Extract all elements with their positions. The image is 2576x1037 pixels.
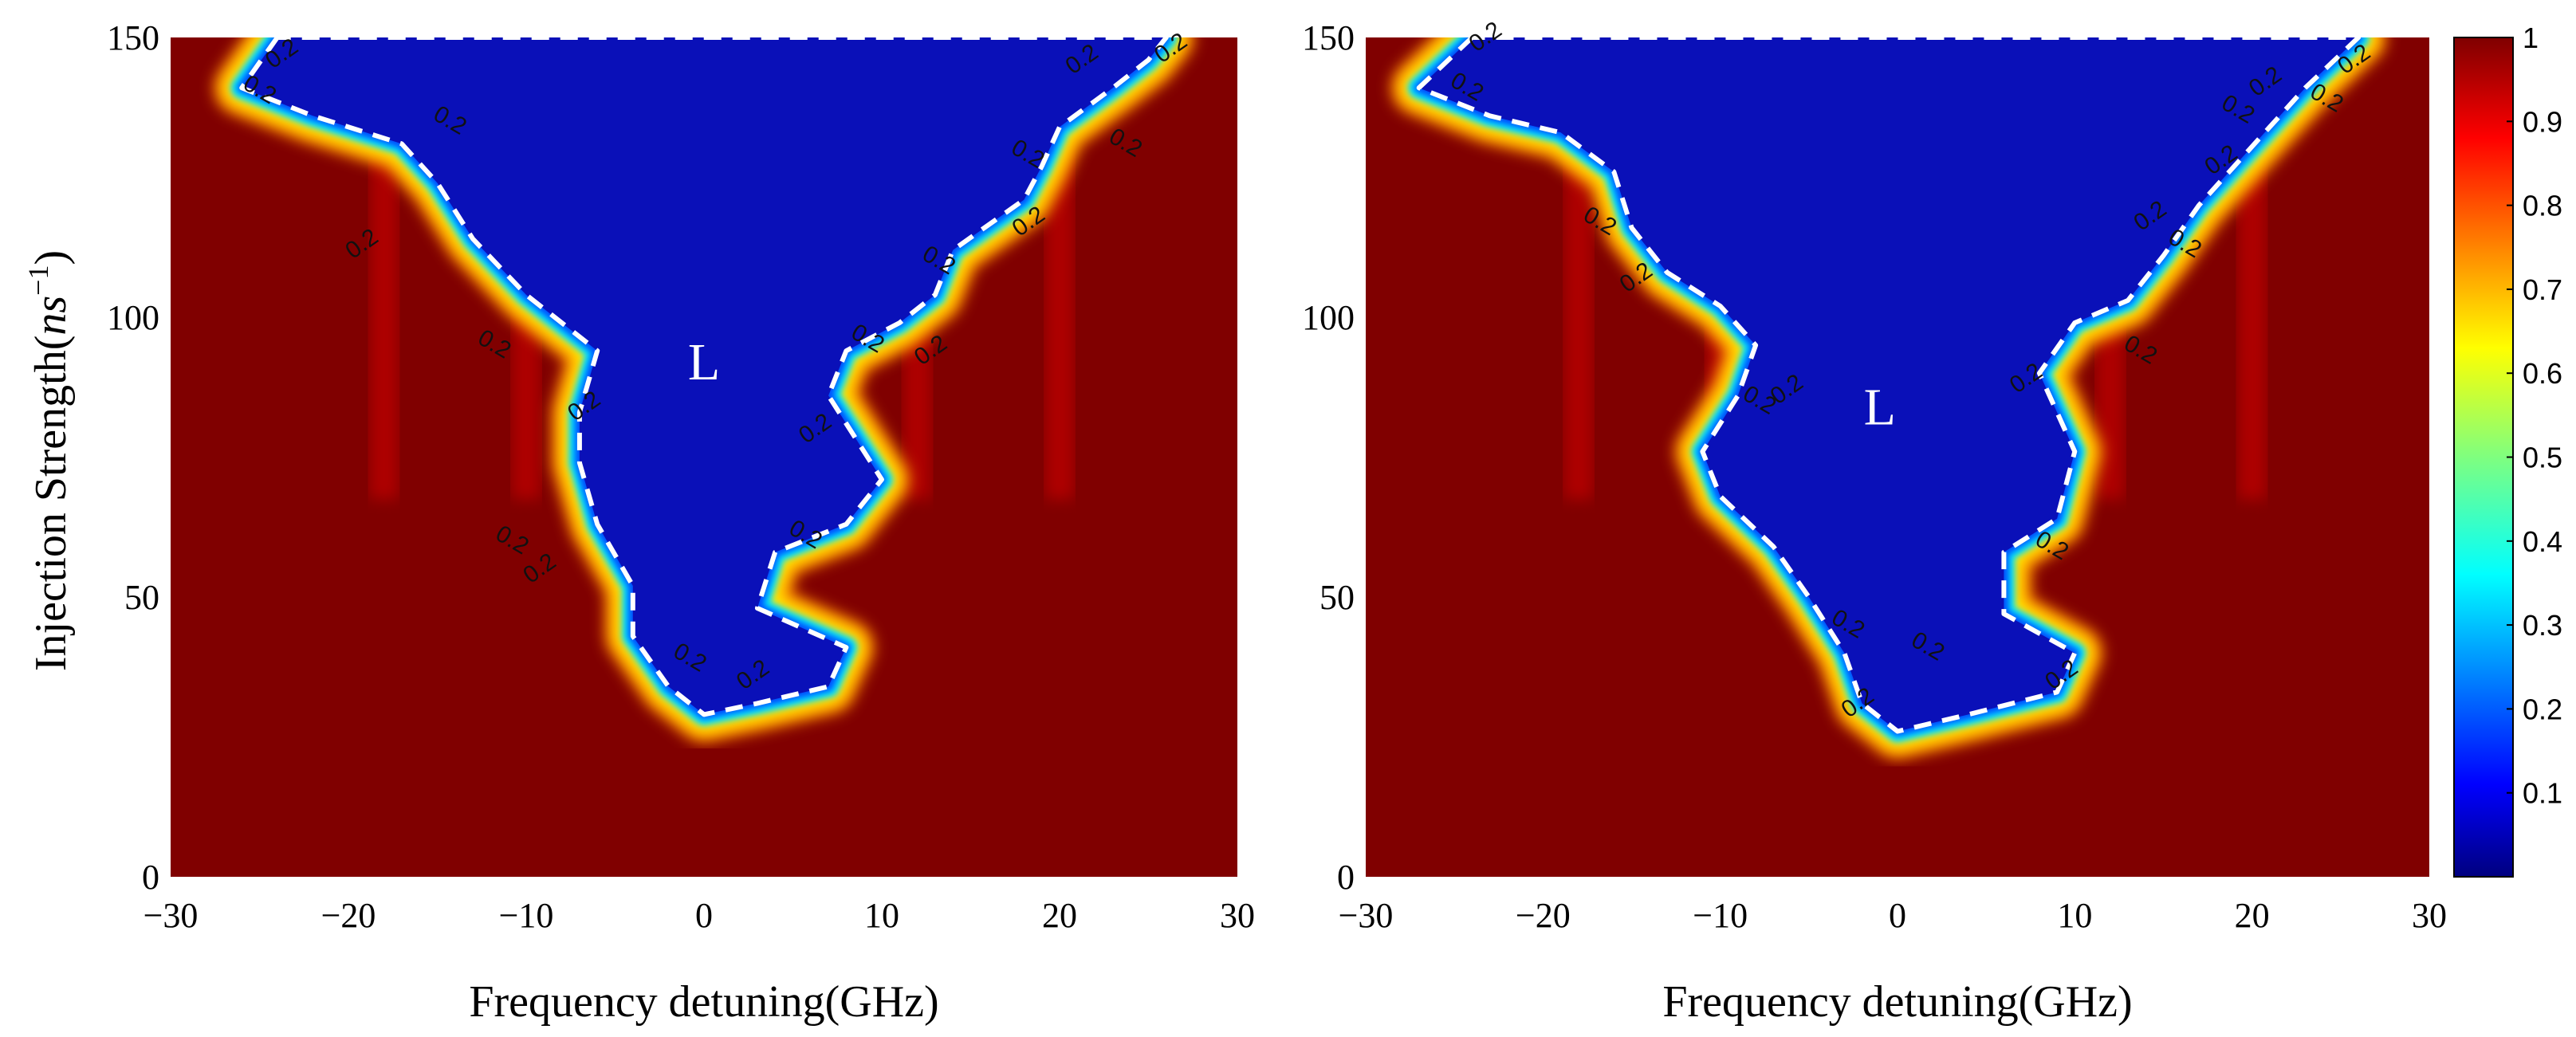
- left-y-tick-label: 100: [107, 298, 159, 337]
- colorbar-tick-label: 0.5: [2523, 442, 2562, 474]
- right-x-tick-label: −30: [1339, 896, 1394, 935]
- right-x-tick-label: −20: [1516, 896, 1571, 935]
- right-contour-0.2-line: [1416, 37, 2362, 734]
- right-y-tick-label: 50: [1319, 578, 1355, 617]
- left-y-tick-label: 150: [107, 18, 159, 57]
- colorbar-tick-label: 0.1: [2523, 777, 2562, 810]
- left-y-tick-labels: 0 50 100 150: [107, 18, 159, 897]
- right-y-tick-label: 150: [1302, 18, 1355, 57]
- colorbar-tick-label: 0.6: [2523, 357, 2562, 390]
- right-y-tick-labels: 0 50 100 150: [1302, 18, 1355, 897]
- colorbar-gradient: [2453, 37, 2514, 878]
- left-heatmap-panel: 0.20.20.20.20.20.20.20.20.2 0.20.20.20.2 0…: [22, 18, 1255, 1027]
- right-y-tick-label: 100: [1302, 298, 1355, 337]
- left-x-tick-label: 10: [864, 896, 899, 935]
- colorbar: 0.1 0.2 0.3 0.4 0.5 0.6 0.7 0.8 0.9 1: [2453, 22, 2562, 878]
- left-contour-0.2-line: [239, 37, 1169, 717]
- right-x-axis-title: Frequency detuning(GHz): [1662, 977, 2132, 1027]
- right-x-tick-label: 30: [2412, 896, 2447, 935]
- left-x-axis-title: Frequency detuning(GHz): [469, 977, 938, 1027]
- left-region-label: L: [688, 333, 720, 391]
- left-y-tick-label: 0: [142, 858, 159, 897]
- colorbar-tick-label: 0.4: [2523, 525, 2562, 558]
- right-heatmap-panel: 0.20.20.20.20.20.20.20.20.20.20.20.20.20…: [1302, 17, 2447, 1027]
- left-x-tick-label: −30: [144, 896, 199, 935]
- left-x-tick-label: 30: [1220, 896, 1255, 935]
- left-x-tick-labels: −30 −20 −10 0 10 20 30: [144, 896, 1255, 935]
- colorbar-tick-label: 0.2: [2523, 693, 2562, 725]
- right-x-tick-label: 20: [2235, 896, 2270, 935]
- right-x-tick-labels: −30 −20 −10 0 10 20 30: [1339, 896, 2447, 935]
- left-x-tick-label: 0: [695, 896, 713, 935]
- left-locking-region: [214, 37, 1194, 743]
- left-x-tick-label: 20: [1042, 896, 1077, 935]
- left-locking-core: [242, 37, 1166, 715]
- left-x-tick-label: −20: [321, 896, 376, 935]
- y-axis-title: Injection Strength(ns−1): [22, 250, 76, 671]
- colorbar-tick-label: 1: [2523, 22, 2539, 54]
- left-y-tick-label: 50: [124, 578, 159, 617]
- colorbar-tick-label: 0.3: [2523, 609, 2562, 642]
- colorbar-tick-label: 0.8: [2523, 190, 2562, 222]
- right-x-tick-label: 10: [2057, 896, 2092, 935]
- right-locking-region: [1390, 37, 2387, 760]
- right-region-label: L: [1864, 378, 1896, 436]
- colorbar-tick-label: 0.9: [2523, 105, 2562, 138]
- right-x-tick-label: −10: [1693, 896, 1748, 935]
- right-x-tick-label: 0: [1889, 896, 1906, 935]
- right-locking-core: [1418, 37, 2359, 732]
- colorbar-tick-labels: 0.1 0.2 0.3 0.4 0.5 0.6 0.7 0.8 0.9 1: [2507, 22, 2562, 810]
- right-y-tick-label: 0: [1337, 858, 1355, 897]
- colorbar-tick-label: 0.7: [2523, 273, 2562, 306]
- left-x-tick-label: −10: [499, 896, 554, 935]
